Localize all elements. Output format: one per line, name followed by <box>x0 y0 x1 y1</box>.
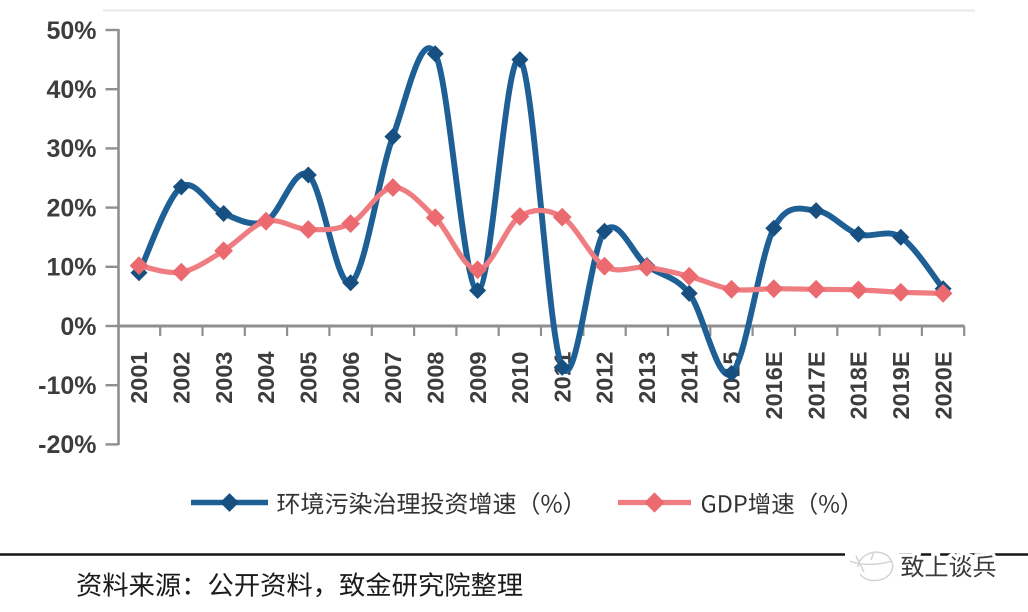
svg-text:-20%: -20% <box>38 431 96 459</box>
svg-text:10%: 10% <box>46 254 96 282</box>
svg-text:2014: 2014 <box>676 352 702 404</box>
svg-text:2012: 2012 <box>592 352 618 404</box>
svg-text:20%: 20% <box>46 194 96 222</box>
svg-text:2020E: 2020E <box>930 352 956 420</box>
svg-text:2008: 2008 <box>422 352 448 404</box>
svg-text:2009: 2009 <box>465 352 491 404</box>
svg-text:2003: 2003 <box>211 352 237 404</box>
svg-text:2016E: 2016E <box>761 352 787 420</box>
svg-text:50%: 50% <box>46 17 96 45</box>
svg-text:2019E: 2019E <box>888 352 914 420</box>
svg-text:-10%: -10% <box>38 372 96 400</box>
svg-text:2004: 2004 <box>253 352 279 404</box>
svg-text:40%: 40% <box>46 76 96 104</box>
svg-text:30%: 30% <box>46 135 96 163</box>
svg-text:2013: 2013 <box>634 352 660 404</box>
svg-text:2002: 2002 <box>169 352 195 404</box>
svg-text:2006: 2006 <box>338 352 364 404</box>
svg-text:2005: 2005 <box>296 352 322 404</box>
svg-text:2007: 2007 <box>380 352 406 404</box>
svg-text:2017E: 2017E <box>803 352 829 420</box>
svg-text:2010: 2010 <box>507 352 533 404</box>
svg-text:2001: 2001 <box>126 352 152 404</box>
svg-text:0%: 0% <box>60 313 96 341</box>
svg-text:2018E: 2018E <box>846 352 872 420</box>
